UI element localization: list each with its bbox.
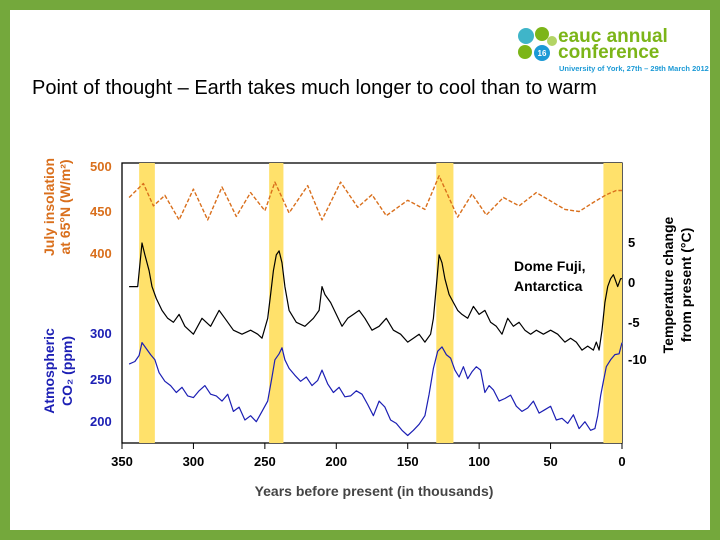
page-title: Point of thought – Earth takes much long… [32,77,597,99]
temp-tick-5: 5 [628,235,635,250]
x-axis-label: Years before present (in thousands) [255,483,494,499]
series-layer [128,175,623,437]
logo-tagline: University of York, 27th – 29th March 20… [559,64,709,73]
conference-logo: 16 eauc annual conference University of … [515,26,715,96]
insolation-axis-label-line2: at 65°N (W/m²) [57,159,73,254]
insolation-tick-450: 450 [90,204,112,219]
logo-badge: 16 [538,49,547,58]
insolation-axis-label-line1: July insolation [41,158,57,256]
x-tick-label-300: 300 [183,454,205,469]
co2-tick-250: 250 [90,372,112,387]
insolation-line [128,175,622,221]
co2-axis-label-line2: CO₂ (ppm) [59,336,75,406]
x-tick-label-250: 250 [254,454,276,469]
interglacial-band-3 [603,163,622,443]
temp-axis-label-line1: Temperature change [660,216,676,353]
co2-tick-200: 200 [90,414,112,429]
x-tick-label-50: 50 [543,454,557,469]
interglacial-bands [139,163,622,443]
x-axis-ticks: 350 300 250 200 150 100 50 0 [111,443,626,469]
logo-brand-line1: eauc annual [558,26,668,47]
interglacial-band-0 [139,163,155,443]
insolation-tick-400: 400 [90,246,112,261]
annotation-line1: Dome Fuji, [514,258,586,274]
interglacial-band-1 [269,163,284,443]
temp-axis-label-line2: from present (°C) [678,228,694,343]
logo-brand-line2: conference [558,42,660,63]
co2-line [128,342,623,437]
x-tick-label-350: 350 [111,454,133,469]
x-tick-label-0: 0 [618,454,625,469]
co2-tick-300: 300 [90,326,112,341]
logo-brand: eauc annual conference [558,26,668,63]
x-tick-label-150: 150 [397,454,419,469]
plot-frame [121,162,623,444]
temp-tick-minus5: -5 [628,315,640,330]
annotation-line2: Antarctica [514,278,583,294]
temp-tick-minus10: -10 [628,352,647,367]
x-tick-label-200: 200 [325,454,347,469]
interglacial-band-2 [436,163,454,443]
x-tick-label-100: 100 [468,454,490,469]
temperature-line [129,242,622,351]
insolation-tick-500: 500 [90,159,112,174]
temp-tick-0: 0 [628,275,635,290]
logo-mark-icon: 16 [518,27,557,61]
co2-axis-label-line1: Atmospheric [41,328,57,414]
